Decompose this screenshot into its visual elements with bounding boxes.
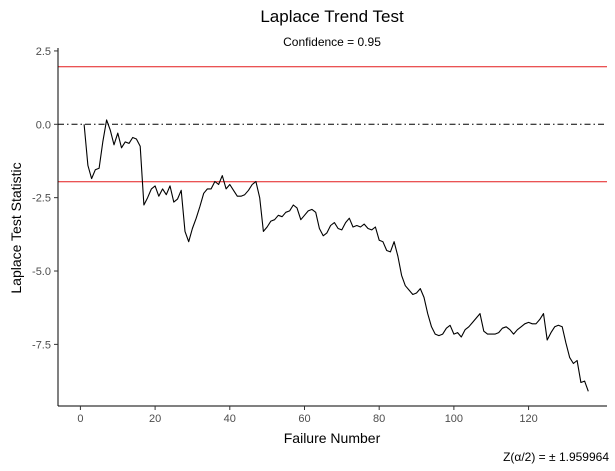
y-tick-label: 0.0 (36, 119, 51, 131)
y-tick-label: -2.5 (32, 193, 51, 205)
x-tick-label: 120 (519, 413, 537, 425)
x-tick-label: 0 (77, 413, 83, 425)
x-tick-label: 80 (373, 413, 385, 425)
series-line (83, 119, 589, 392)
chart-title: Laplace Trend Test (260, 7, 404, 26)
chart-subtitle: Confidence = 0.95 (283, 35, 381, 49)
y-axis-title: Laplace Test Statistic (8, 162, 24, 293)
y-axis-ticks: 2.5 0.0 -2.5 -5.0 -7.5 (32, 46, 58, 351)
series-group (83, 119, 589, 392)
x-axis-title: Failure Number (284, 430, 381, 446)
x-tick-label: 40 (224, 413, 236, 425)
reference-lines (58, 66, 607, 183)
y-tick-label: -7.5 (32, 339, 51, 351)
y-tick-label: -5.0 (32, 266, 51, 278)
x-tick-label: 100 (445, 413, 463, 425)
x-tick-label: 20 (149, 413, 161, 425)
x-tick-label: 60 (298, 413, 310, 425)
y-tick-label: 2.5 (36, 46, 51, 58)
z-alpha-caption: Z(α/2) = ± 1.959964 (503, 450, 609, 464)
x-axis-ticks: 0 20 40 60 80 100 120 (77, 406, 538, 425)
